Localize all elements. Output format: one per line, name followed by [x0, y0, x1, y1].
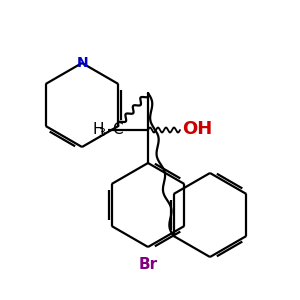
Text: C: C	[112, 122, 123, 136]
Text: H: H	[92, 122, 104, 136]
Text: Br: Br	[138, 257, 158, 272]
Text: N: N	[77, 56, 89, 70]
Text: OH: OH	[182, 120, 212, 138]
Text: 3: 3	[98, 128, 105, 138]
